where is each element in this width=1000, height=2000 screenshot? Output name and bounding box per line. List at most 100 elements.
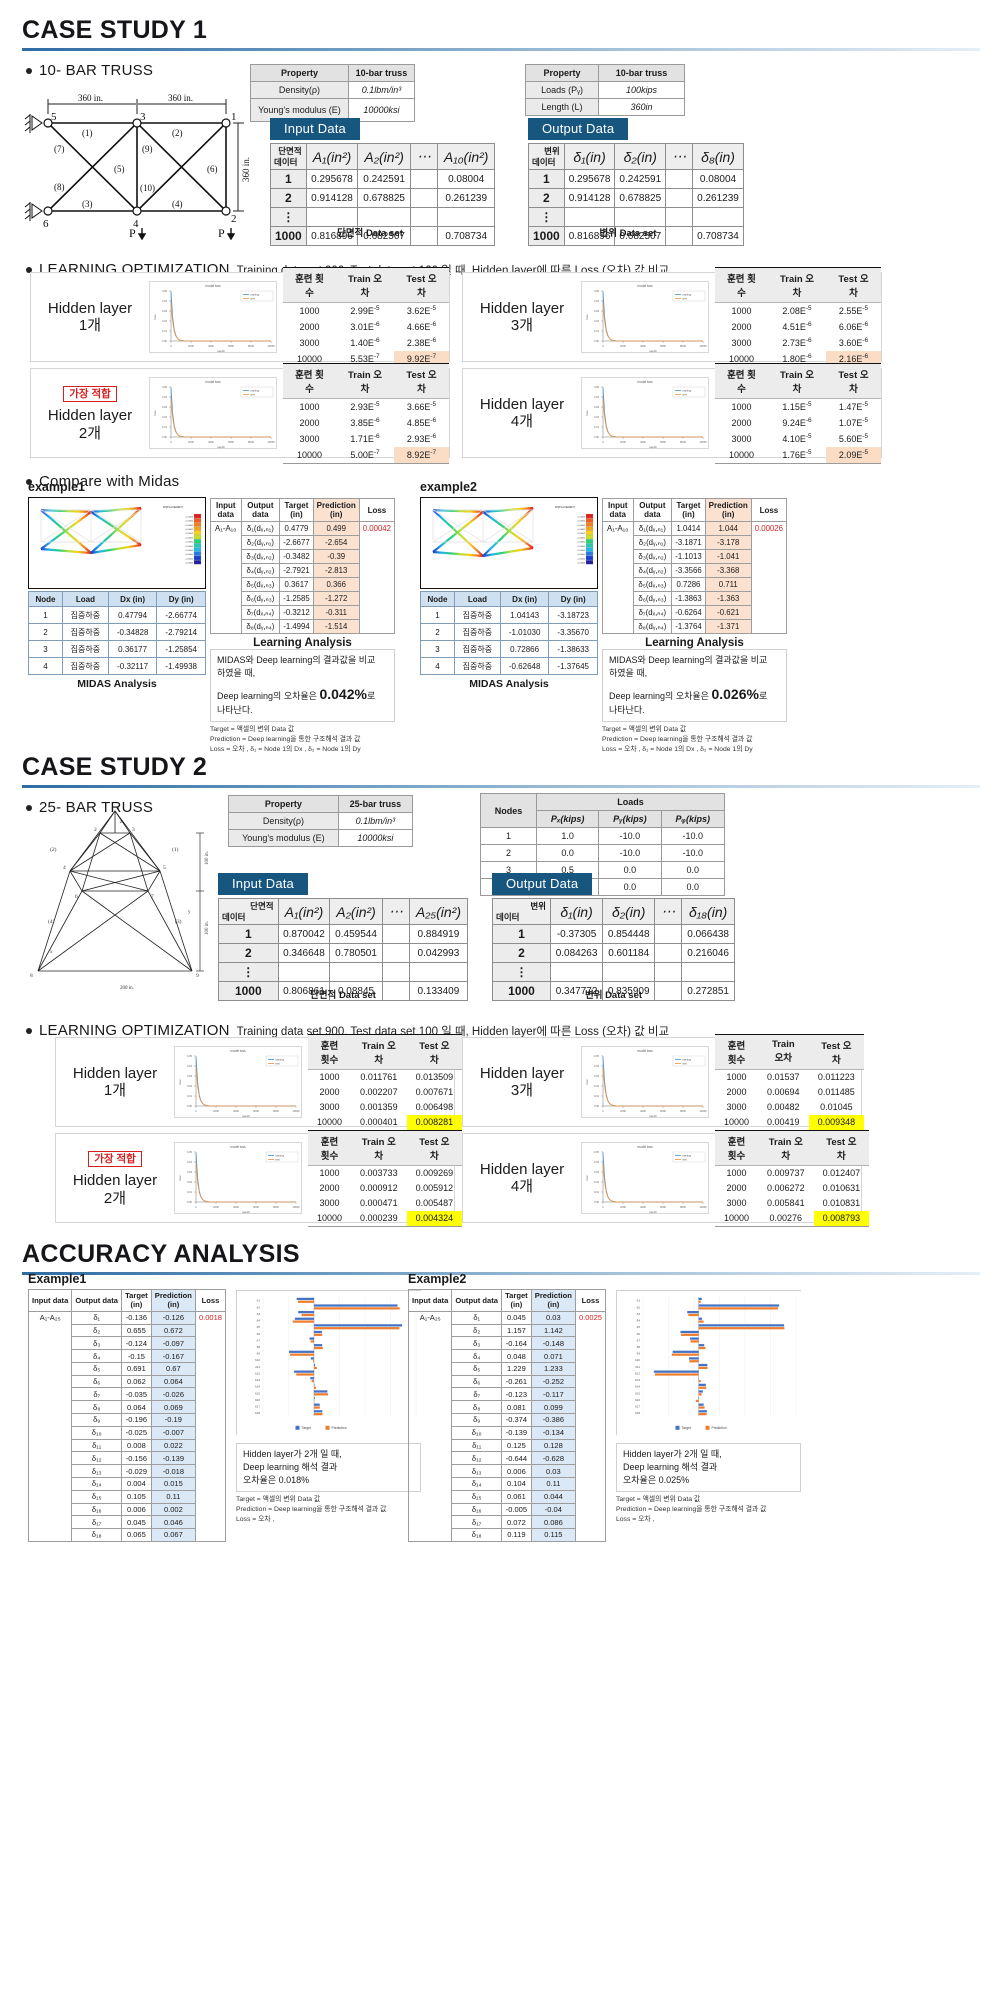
accuracy-cell: δ₁₆ [71, 1502, 123, 1517]
note-line: Loss = 오차 , δ₁ = Node 1의 Dx , δ₂ = Node … [602, 746, 753, 754]
table-row: ⋮ [528, 207, 744, 227]
loss-cell: 1000 [319, 1168, 340, 1178]
output-data-chip-c1: Output Data [528, 118, 629, 140]
svg-text:model loss: model loss [205, 284, 221, 288]
svg-text:0.00: 0.00 [187, 1104, 193, 1108]
pred-cell: δ₈(dᵧ,ₙ₄) [240, 619, 281, 634]
pred-cell: δ₆(dᵧ,ₙ₃) [632, 591, 673, 606]
hidden-layer-text: Hidden layer 4개 [479, 1160, 565, 1195]
table-row: δ₂ 0.655 0.672 [29, 1323, 226, 1338]
pred-cell: δ₅(dₓ,ₙ₃) [240, 577, 281, 592]
example-label: Example2 [408, 1272, 467, 1286]
cell-density-label: Density(ρ) [250, 81, 349, 99]
svg-text:6000: 6000 [660, 1205, 666, 1209]
loss-cell: 1.15E-5 [782, 401, 812, 412]
loss-cell: 0.002207 [360, 1087, 398, 1097]
svg-text:9: 9 [196, 973, 199, 979]
svg-text:+0.0000: +0.0000 [577, 550, 586, 552]
svg-text:(1): (1) [82, 128, 93, 138]
learning-analysis-box: MIDAS와 Deep learning의 결과값을 비교 하였을 때, Deep … [210, 649, 395, 723]
node-cell: -2.79214 [156, 623, 206, 641]
svg-text:0.03: 0.03 [187, 1170, 193, 1174]
accuracy-cell: δ₃ [451, 1336, 503, 1351]
accuracy-cell: δ₁₃ [451, 1464, 503, 1478]
loss-cell: 2000 [731, 321, 752, 332]
svg-text:0.05: 0.05 [594, 1150, 600, 1154]
pred-cell: -3.178 [704, 535, 752, 550]
pred-cell: -0.39 [312, 549, 360, 564]
learning-panel: Hidden layer 3개 model loss 0.00 0.01 0.02 0.03… [462, 1033, 865, 1131]
accuracy-cell: 0.044 [530, 1489, 576, 1504]
accuracy-cell: -0.124 [121, 1336, 152, 1351]
accuracy-cell: 0.006 [121, 1502, 152, 1517]
table-row: 훈련 횟수 Train 오차 Test 오차 [715, 1130, 870, 1166]
pred-cell: δ₇(dₓ,ₙ₄) [240, 605, 281, 620]
col-header-truss: 10-bar truss [347, 64, 416, 82]
svg-text:3: 3 [132, 827, 135, 833]
title-underline-rule-2 [22, 785, 980, 788]
accuracy-analysis-title: ACCURACY ANALYSIS [22, 1240, 300, 1268]
svg-text:loss: loss [585, 1175, 589, 1181]
accuracy-cell: δ₆ [451, 1374, 503, 1389]
pred-cell: -2.654 [312, 535, 360, 550]
svg-text:+0.0000: +0.0000 [185, 554, 194, 556]
truss-diagram-25bar: 1 2 3 4 5 6 7 8 9 (1) (2) (3) (4) 100 in. 100 i… [20, 803, 215, 993]
svg-text:5: 5 [163, 865, 166, 871]
table-row: δ₉ -0.374 -0.386 [409, 1413, 606, 1427]
svg-text:2000: 2000 [188, 344, 194, 348]
table-row: 2 0.914128 0.678825 0.261239 [528, 188, 744, 208]
table-row: 1000 2.99E-5 3.62E-5 [283, 302, 449, 319]
svg-text:4000: 4000 [640, 1205, 646, 1209]
svg-text:8000: 8000 [248, 440, 254, 444]
svg-text:2000: 2000 [620, 1109, 626, 1113]
col-header: 훈련 횟수 [715, 1130, 759, 1166]
table-row: Pₓ(kips) Pᵧ(kips) Pᵩ(kips) [481, 810, 726, 828]
svg-text:+0.0000: +0.0000 [185, 521, 194, 523]
svg-text:δ14: δ14 [635, 1385, 640, 1389]
loss-cell: 10000 [724, 1117, 750, 1127]
svg-text:(3): (3) [82, 199, 93, 209]
svg-text:Prediction: Prediction [712, 1426, 727, 1430]
learning-opt-label: LEARNING OPTIMIZATION [39, 1022, 230, 1039]
pred-cell: -0.6264 [671, 605, 706, 620]
learning-analysis-notes: Target = 액셀의 변위 Data 값 Prediction = Deep … [210, 725, 395, 755]
svg-text:+0.0000: +0.0000 [185, 546, 194, 548]
table-row: 4 집중하중 -0.32117 -1.49938 [28, 657, 206, 675]
example-label: example2 [420, 480, 477, 494]
pred-cell: δ₂(dᵧ,ₙ₁) [632, 535, 673, 550]
col-header: 훈련 횟수 [283, 363, 336, 399]
hidden-layer-text: Hidden layer 2개 [47, 407, 133, 442]
table-row: A₁-A₁₀ δ₁(dₓ,ₙ₁) 0.4779 0.499 0.00042 [210, 521, 396, 634]
truss-diagram-10bar: 360 in. 360 in. 360 in. [18, 90, 253, 240]
svg-text:0.01: 0.01 [594, 425, 600, 429]
learning-analysis-title: Learning Analysis [645, 637, 744, 649]
pred-cell: 1.0414 [671, 521, 706, 536]
svg-text:test: test [276, 1158, 280, 1162]
accuracy-cell: -0.029 [121, 1464, 152, 1478]
accuracy-cell: δ₁₆ [451, 1502, 503, 1517]
accuracy-cell: -0.196 [121, 1413, 152, 1427]
pred-cell: -1.3863 [671, 591, 706, 606]
table-row: 2 0.914128 0.678825 0.261239 [270, 188, 496, 208]
table-row: 훈련 횟수 Train 오차 Test 오차 [715, 363, 881, 399]
col-header: 훈련 횟수 [308, 1130, 352, 1166]
pred-cell: δ₇(dₓ,ₙ₄) [632, 605, 673, 620]
svg-text:1: 1 [117, 805, 120, 811]
col-header: Prediction (in) [530, 1289, 576, 1312]
loss-table: 훈련 횟수 Train 오차 Test 오차 1000 2.08E-5 2.55E-5 20… [715, 266, 881, 368]
col-header: Output data [451, 1289, 503, 1312]
svg-text:0.00: 0.00 [162, 435, 168, 439]
svg-text:0.01: 0.01 [187, 1094, 193, 1098]
accuracy-cell: δ₁₂ [451, 1451, 503, 1466]
loss-cell: 3.85E-6 [350, 417, 380, 428]
table-row: 10000 5.00E-7 8.92E-7 [283, 446, 449, 463]
svg-text:6000: 6000 [228, 344, 234, 348]
svg-text:P: P [129, 226, 136, 240]
cell-youngs-label: Young’s modulus (E) [250, 98, 349, 122]
loss-cell: 0.005841 [767, 1198, 805, 1208]
table-row: δ₁₈ 0.119 0.115 [409, 1528, 606, 1542]
svg-text:0.05: 0.05 [594, 289, 600, 293]
loss-cell: 0.005912 [415, 1183, 454, 1193]
col-header: Dx (in) [107, 591, 158, 607]
pred-cell: 0.7286 [671, 577, 706, 592]
